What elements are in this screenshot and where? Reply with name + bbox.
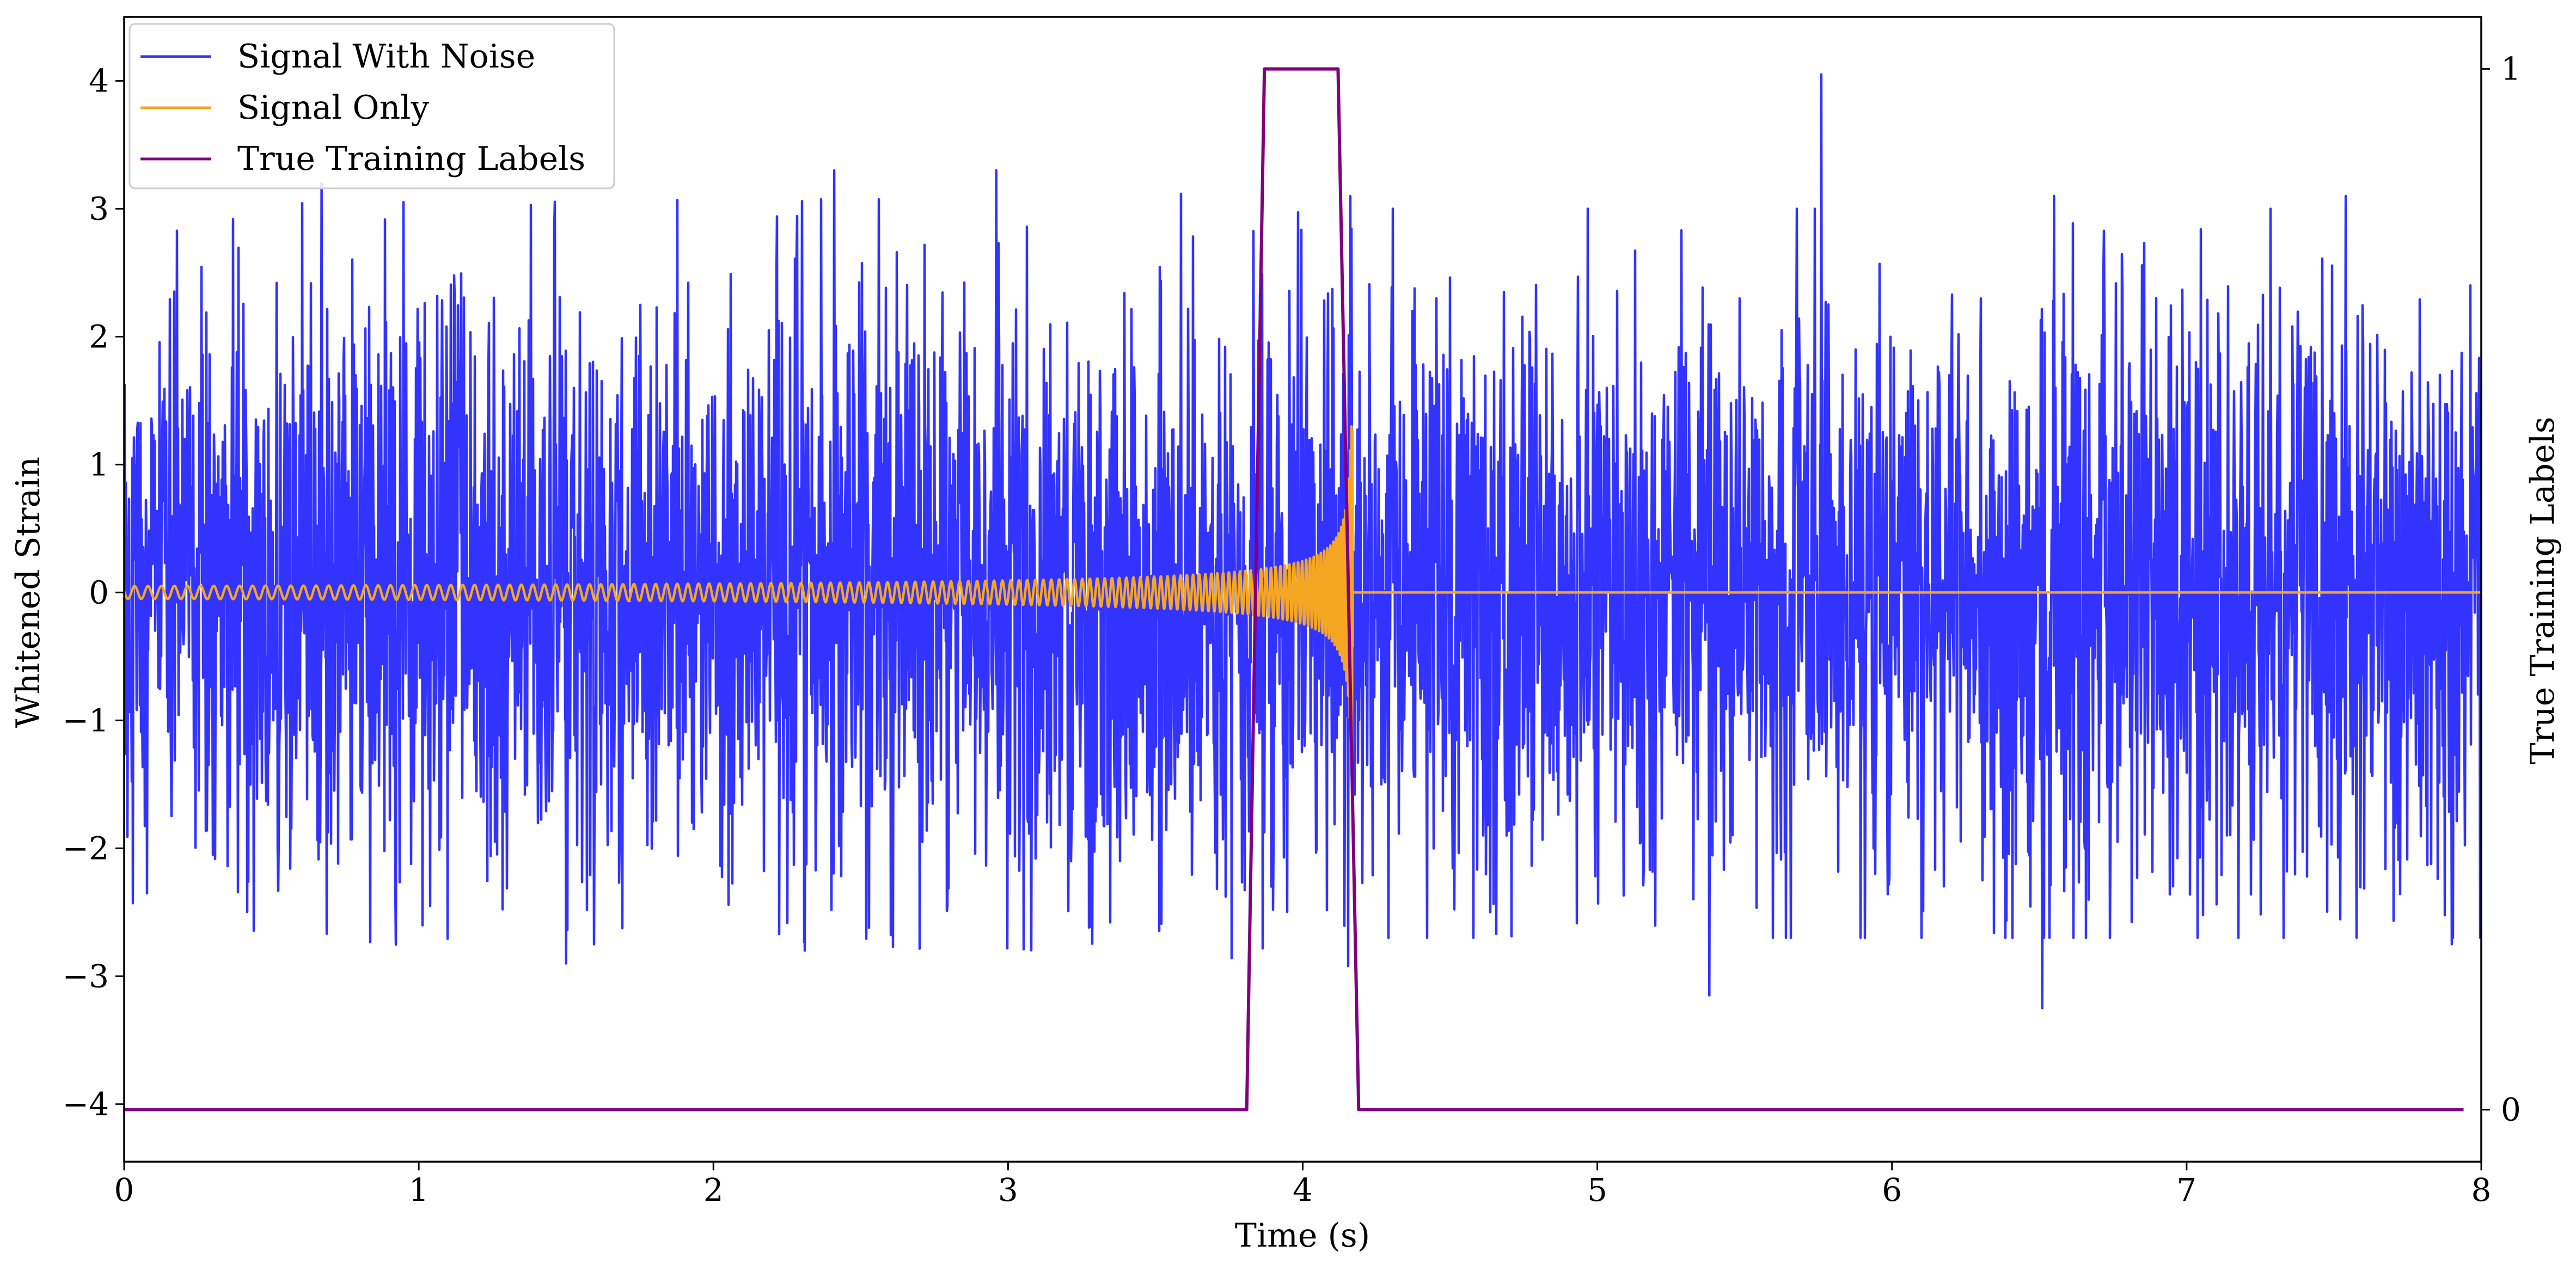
x-tick-label: 1 bbox=[409, 1171, 429, 1208]
legend-frame bbox=[129, 23, 615, 189]
x-axis-label: Time (s) bbox=[1235, 1217, 1370, 1255]
legend-label: True Training Labels bbox=[237, 140, 585, 178]
y-tick-label: 4 bbox=[89, 62, 109, 99]
y2-tick-label: 1 bbox=[2501, 51, 2521, 88]
y-tick-label: −1 bbox=[63, 702, 109, 739]
y-tick-label: −3 bbox=[63, 958, 109, 995]
x-tick-label: 8 bbox=[2471, 1171, 2492, 1208]
y-axis-left: −4 −3 −2 −1 0 1 2 3 4 bbox=[63, 62, 124, 1122]
y-tick-label: −4 bbox=[63, 1085, 109, 1122]
y2-axis-label: True Training Labels bbox=[2524, 416, 2562, 764]
y-tick-label: 2 bbox=[89, 318, 109, 355]
y-axis-label: Whitened Strain bbox=[9, 457, 47, 728]
legend-label: Signal With Noise bbox=[237, 38, 535, 76]
y-axis-right: 01 bbox=[2481, 51, 2521, 1128]
x-tick-label: 3 bbox=[998, 1171, 1018, 1208]
x-tick-label: 4 bbox=[1293, 1171, 1313, 1208]
x-tick-label: 2 bbox=[703, 1171, 724, 1208]
y2-tick-label: 0 bbox=[2501, 1091, 2521, 1128]
series-signal-only-line bbox=[124, 425, 2481, 759]
y-tick-label: 0 bbox=[89, 574, 109, 611]
y-tick-label: 3 bbox=[89, 190, 109, 227]
series-true-training-labels-line bbox=[124, 67, 2464, 1112]
plot-area bbox=[124, 67, 2481, 1112]
x-tick-label: 0 bbox=[114, 1171, 134, 1208]
x-tick-label: 6 bbox=[1882, 1171, 1902, 1208]
legend: Signal With Noise Signal Only True Trainin… bbox=[129, 23, 615, 189]
legend-label: Signal Only bbox=[237, 89, 429, 127]
x-axis: 0 1 2 3 4 5 6 7 8 bbox=[114, 1162, 2492, 1208]
y-tick-label: 1 bbox=[89, 446, 109, 483]
y-tick-label: −2 bbox=[63, 830, 109, 867]
x-tick-label: 5 bbox=[1587, 1171, 1607, 1208]
x-tick-label: 7 bbox=[2176, 1171, 2196, 1208]
